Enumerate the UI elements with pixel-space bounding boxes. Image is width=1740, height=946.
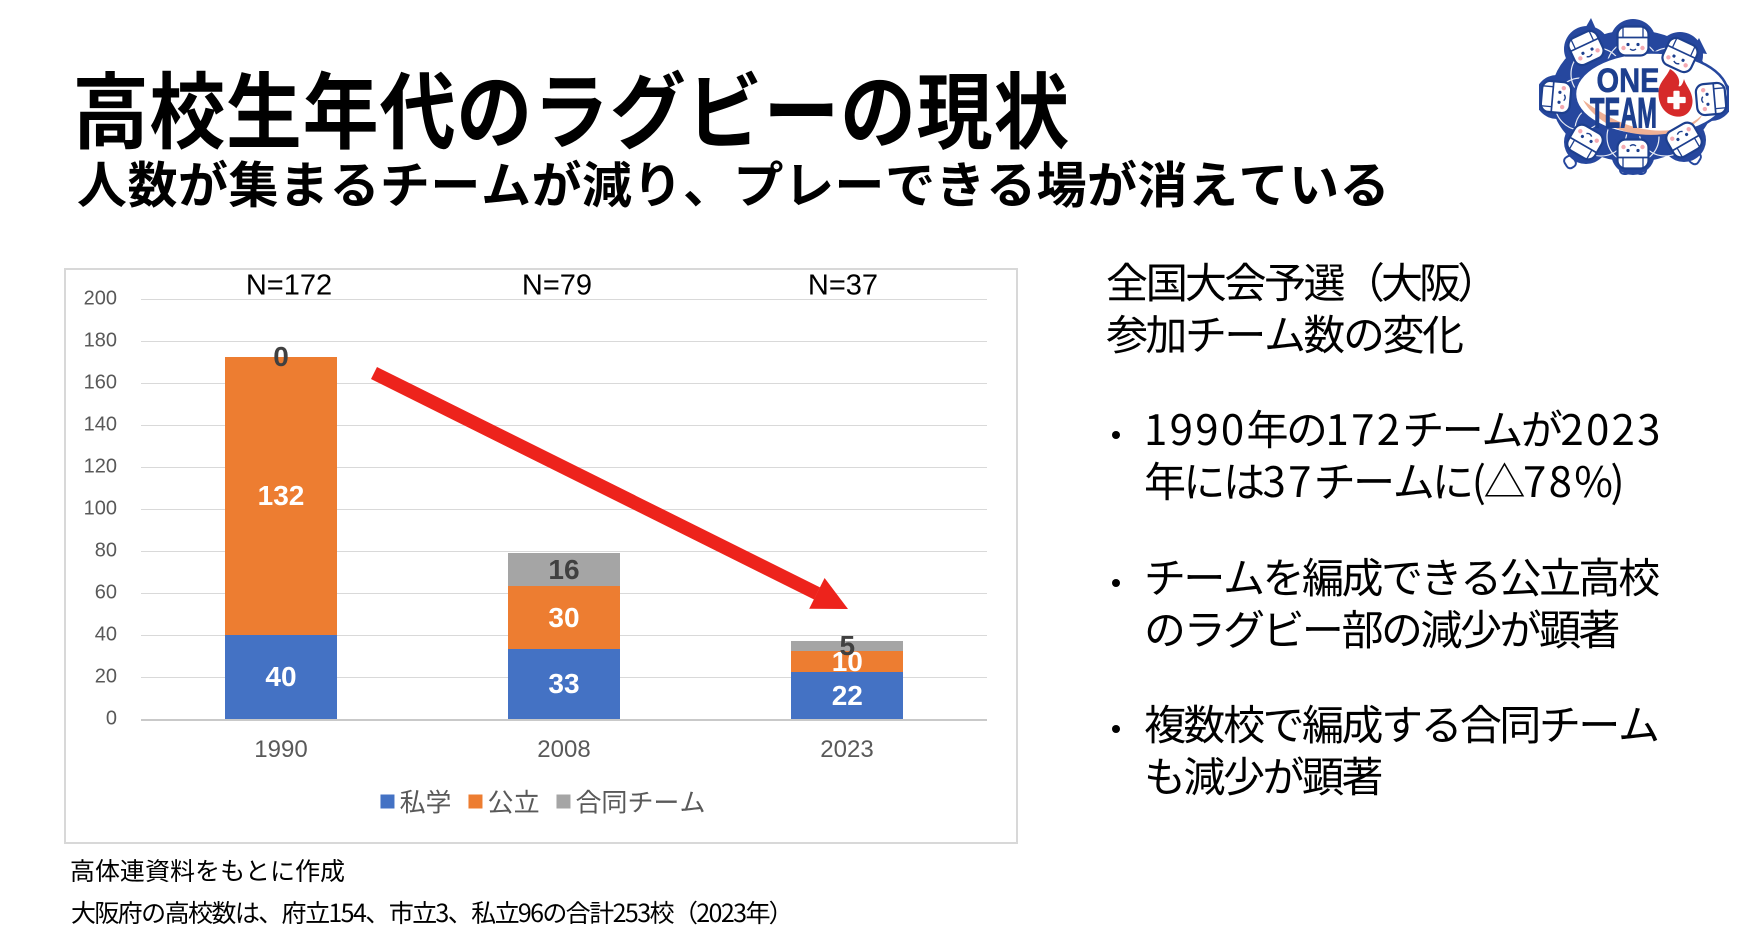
svg-text:TEAM: TEAM	[1590, 90, 1657, 138]
svg-text:ONE: ONE	[1597, 62, 1660, 100]
